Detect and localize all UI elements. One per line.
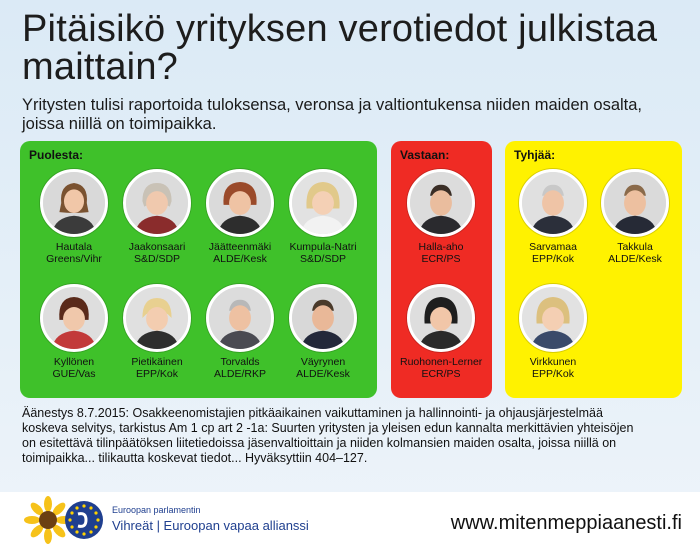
eu-stars-logo [65, 501, 103, 539]
member-name: Sarvamaa [529, 241, 577, 253]
page-subtitle: Yritysten tulisi raportoida tuloksensa, … [22, 96, 643, 133]
member-name: Jaakonsaari [128, 241, 186, 253]
person-portrait-icon [519, 169, 587, 237]
member-card: Kumpula-Natri S&D/SDP [282, 169, 364, 265]
member-party: EPP/Kok [531, 253, 575, 265]
member-name: Takkula [617, 241, 653, 253]
footer: Euroopan parlamentin Vihreät | Euroopan … [0, 492, 700, 552]
member-card: Väyrynen ALDE/Kesk [282, 284, 364, 380]
member-card: Halla-aho ECR/PS [400, 169, 482, 265]
member-party: EPP/Kok [531, 368, 575, 380]
member-card: Jaakonsaari S&D/SDP [116, 169, 198, 265]
group-against: Vastaan: Halla-aho ECR/PS Ruohonen-Lerne… [391, 141, 492, 398]
member-name: Pietikäinen [131, 356, 183, 368]
person-portrait-icon [601, 169, 669, 237]
member-card: Pietikäinen EPP/Kok [116, 284, 198, 380]
vote-description: Äänestys 8.7.2015: Osakkeenomistajien pi… [22, 406, 634, 465]
member-name: Halla-aho [418, 241, 464, 253]
member-name: Virkkunen [529, 356, 577, 368]
member-card: Jäätteenmäki ALDE/Kesk [199, 169, 281, 265]
group-against-label: Vastaan: [400, 148, 450, 162]
person-portrait-icon [519, 284, 587, 352]
person-portrait-icon [40, 284, 108, 352]
member-party: S&D/SDP [133, 253, 181, 265]
member-name: Ruohonen-Lerner [400, 356, 483, 368]
member-name: Kyllönen [53, 356, 95, 368]
member-card: Virkkunen EPP/Kok [512, 284, 594, 380]
group-empty: Tyhjää: Sarvamaa EPP/Kok Takkula ALDE/Ke… [505, 141, 682, 398]
person-portrait-icon [407, 169, 475, 237]
member-party: GUE/Vas [52, 368, 96, 380]
member-name: Hautala [55, 241, 93, 253]
person-portrait-icon [206, 169, 274, 237]
member-name: Väyrynen [300, 356, 346, 368]
member-card: Kyllönen GUE/Vas [33, 284, 115, 380]
member-party: ECR/PS [421, 368, 461, 380]
member-party: ECR/PS [421, 253, 461, 265]
member-name: Kumpula-Natri [289, 241, 357, 253]
member-party: ALDE/Kesk [296, 368, 350, 380]
member-party: ALDE/Kesk [608, 253, 662, 265]
member-party: ALDE/RKP [214, 368, 266, 380]
member-card: Hautala Greens/Vihr [33, 169, 115, 265]
member-card: Takkula ALDE/Kesk [594, 169, 676, 265]
group-for: Puolesta: Hautala Greens/Vihr Jaakonsaar… [20, 141, 377, 398]
person-portrait-icon [123, 169, 191, 237]
person-portrait-icon [289, 284, 357, 352]
member-card: Ruohonen-Lerner ECR/PS [400, 284, 482, 380]
person-portrait-icon [40, 169, 108, 237]
website-url[interactable]: www.mitenmeppiaanesti.fi [450, 512, 682, 534]
member-party: ALDE/Kesk [213, 253, 267, 265]
page-title: Pitäisikö yrityksen verotiedot julkistaa… [22, 8, 658, 88]
member-card: Torvalds ALDE/RKP [199, 284, 281, 380]
member-name: Jäätteenmäki [208, 241, 272, 253]
group-empty-label: Tyhjää: [514, 148, 556, 162]
person-portrait-icon [123, 284, 191, 352]
ep-group-name: Vihreät | Euroopan vapaa allianssi [112, 518, 309, 533]
member-party: S&D/SDP [299, 253, 347, 265]
ep-subtitle: Euroopan parlamentin [112, 505, 201, 515]
person-portrait-icon [206, 284, 274, 352]
member-name: Torvalds [220, 356, 260, 368]
person-portrait-icon [407, 284, 475, 352]
member-party: EPP/Kok [135, 368, 179, 380]
person-portrait-icon [289, 169, 357, 237]
member-card: Sarvamaa EPP/Kok [512, 169, 594, 265]
group-for-label: Puolesta: [29, 148, 84, 162]
member-party: Greens/Vihr [46, 253, 102, 265]
